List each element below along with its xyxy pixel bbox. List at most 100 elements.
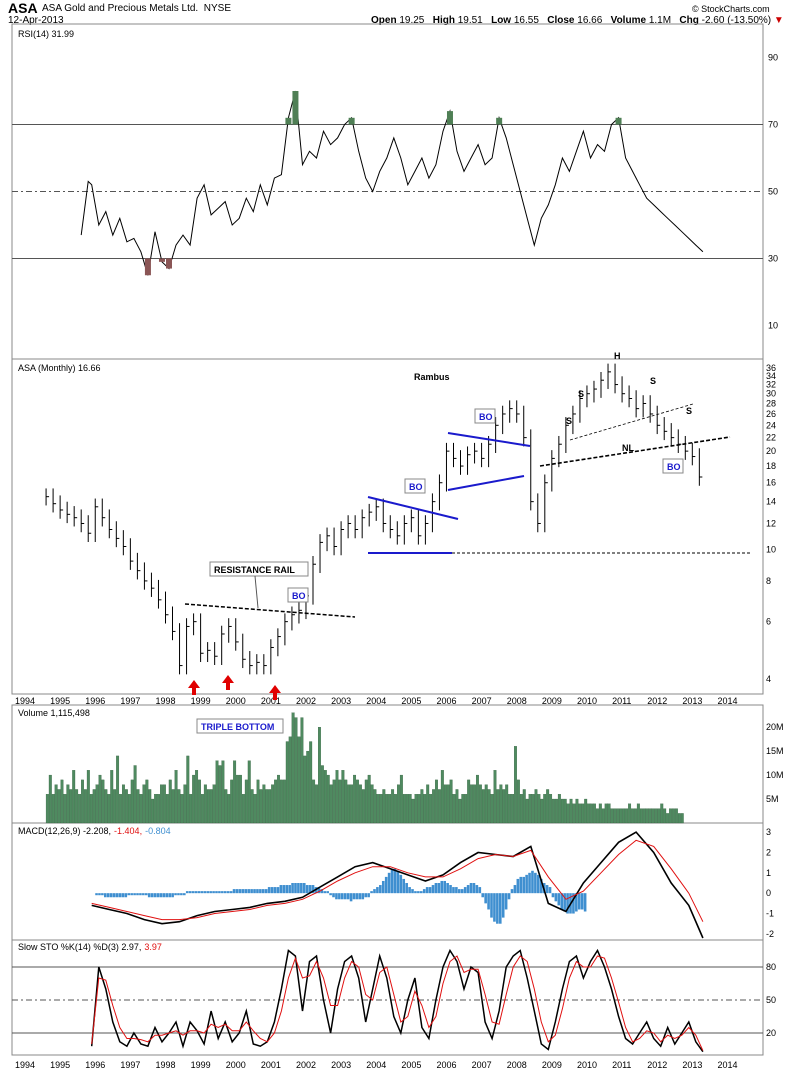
volume-bar <box>256 779 260 824</box>
macd-histogram-bar <box>95 893 98 896</box>
macd-histogram-bar <box>572 893 575 914</box>
volume-bar <box>297 736 301 824</box>
x-tick-label-bottom: 1997 <box>120 1060 140 1070</box>
volume-bar <box>581 803 585 824</box>
volume-bar <box>663 808 667 824</box>
macd-histogram-bar <box>144 893 148 896</box>
volume-bar <box>490 794 494 824</box>
volume-bar <box>560 798 564 824</box>
volume-bar <box>215 760 219 824</box>
macd-histogram-bar <box>472 883 476 894</box>
macd-histogram-bar <box>510 889 514 894</box>
volume-bar <box>672 808 675 824</box>
macd-histogram-bar <box>580 893 584 910</box>
price-tick-label: 18 <box>766 461 776 471</box>
macd-histogram-bar <box>308 885 312 894</box>
macd-histogram-bar <box>537 874 540 894</box>
volume-bar <box>195 770 199 824</box>
volume-bar <box>478 784 482 824</box>
triple-bottom-arrow-1 <box>188 680 200 695</box>
volume-bar <box>648 808 652 824</box>
volume-bar <box>303 755 307 824</box>
macd-histogram-bar <box>112 893 116 898</box>
macd-histogram-bar <box>545 885 549 894</box>
macd-histogram-bar <box>340 893 344 900</box>
volume-tick-label: 15M <box>766 746 784 756</box>
volume-bar <box>45 794 49 824</box>
macd-histogram-bar <box>446 883 449 894</box>
macd-histogram-bar <box>294 883 297 894</box>
volume-bar <box>326 774 330 824</box>
volume-bar <box>288 736 292 824</box>
x-tick-label-bottom: 1994 <box>15 1060 35 1070</box>
rsi-overbought-fill <box>292 91 299 125</box>
x-tick-label-top: 1997 <box>120 696 140 706</box>
volume-bar <box>628 803 632 824</box>
macd-tick-label: 0 <box>766 888 771 898</box>
macd-histogram-bar <box>551 893 555 898</box>
macd-histogram-bar <box>393 868 397 894</box>
rsi-tick-label: 70 <box>768 120 778 130</box>
volume-tick-label: 10M <box>766 770 784 780</box>
rsi-panel: 10 30 50 70 90 <box>12 53 778 331</box>
macd-signal-line <box>91 839 704 922</box>
volume-bar <box>356 779 359 824</box>
macd-histogram-bar <box>434 883 438 894</box>
macd-histogram-bar <box>493 893 496 922</box>
price-tick-label: 12 <box>766 518 776 528</box>
volume-bar <box>625 808 629 824</box>
macd-histogram-bar <box>396 870 400 894</box>
volume-bar <box>341 770 345 824</box>
trendline-1-upper <box>367 496 459 520</box>
volume-bar <box>677 813 681 824</box>
macd-histogram-bar <box>367 893 370 898</box>
volume-bar <box>379 794 383 824</box>
x-axis: 1994 1994 1995 1995 1996 1996 1997 1997 1998 1998… <box>15 696 737 1070</box>
macd-histogram-bar <box>466 885 470 894</box>
volume-bar <box>502 789 506 824</box>
volume-bar <box>373 789 377 824</box>
volume-bar <box>177 789 181 824</box>
macd-histogram-bar <box>402 878 406 894</box>
macd-panel: -2 -1 0 1 2 3 <box>91 827 774 939</box>
macd-histogram-bar <box>302 883 306 894</box>
macd-histogram-bar <box>346 893 350 900</box>
macd-histogram-bar <box>554 893 558 902</box>
macd-histogram-bar <box>162 893 166 898</box>
volume-bar <box>552 798 555 824</box>
macd-histogram-bar <box>481 893 485 898</box>
volume-bar <box>651 808 655 824</box>
macd-histogram-bar <box>437 883 441 894</box>
volume-bar <box>227 794 231 824</box>
x-tick-label-bottom: 1995 <box>50 1060 70 1070</box>
macd-histogram-bar <box>516 878 520 894</box>
volume-bar <box>496 789 500 824</box>
x-tick-label-top: 2002 <box>296 696 316 706</box>
volume-bar <box>130 779 134 824</box>
macd-histogram-bar <box>364 893 368 898</box>
volume-bar <box>397 784 400 824</box>
macd-histogram-bar <box>455 887 458 894</box>
volume-bar <box>250 789 254 824</box>
macd-histogram-bar <box>238 889 242 894</box>
price-tick-label: 10 <box>766 544 776 554</box>
macd-histogram-bar <box>279 885 283 894</box>
x-tick-label-bottom: 2010 <box>577 1060 597 1070</box>
resistance-rail-line <box>184 603 356 618</box>
shoulder-label-2: S <box>578 389 584 399</box>
price-tick-label: 14 <box>766 497 776 507</box>
volume-bar <box>543 794 547 824</box>
x-tick-label-top: 2005 <box>401 696 421 706</box>
volume-bar <box>306 750 310 824</box>
volume-bar <box>203 784 207 824</box>
rsi-overbought-fill <box>496 117 503 125</box>
macd-histogram-bar <box>399 874 403 894</box>
volume-bar <box>186 755 190 824</box>
macd-histogram-bar <box>343 893 347 900</box>
volume-bar <box>145 779 149 824</box>
volume-bar <box>437 789 441 824</box>
macd-histogram-bar <box>335 893 338 900</box>
volume-bar <box>487 789 491 824</box>
macd-histogram-bar <box>484 893 487 904</box>
macd-histogram-bar <box>384 876 388 894</box>
